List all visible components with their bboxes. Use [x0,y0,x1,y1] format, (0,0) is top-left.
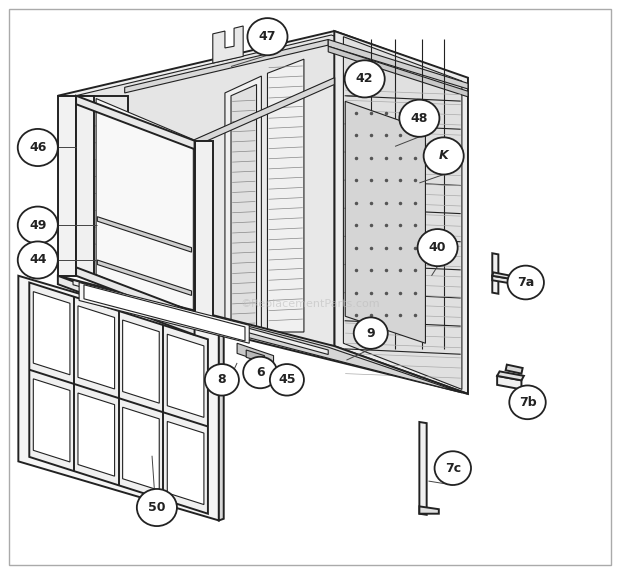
Polygon shape [231,84,257,335]
Polygon shape [67,278,462,393]
Circle shape [243,357,277,388]
Polygon shape [195,79,334,346]
Polygon shape [492,253,498,294]
Text: 40: 40 [429,241,446,254]
Text: ©ReplacementParts.com: ©ReplacementParts.com [240,299,380,309]
Text: 9: 9 [366,327,375,340]
Polygon shape [78,393,115,476]
Circle shape [354,317,388,349]
Polygon shape [73,280,328,355]
Circle shape [270,364,304,395]
Circle shape [417,229,458,266]
Polygon shape [225,76,262,335]
Polygon shape [125,40,328,93]
Polygon shape [58,96,76,276]
Polygon shape [33,379,70,462]
Polygon shape [76,267,195,321]
Polygon shape [64,35,463,145]
Polygon shape [29,282,208,514]
Polygon shape [96,99,193,316]
Circle shape [435,451,471,485]
Text: 8: 8 [218,373,226,386]
Circle shape [509,386,546,419]
Polygon shape [328,46,468,97]
Polygon shape [76,96,94,276]
Polygon shape [76,96,128,276]
Polygon shape [97,260,192,296]
Text: 6: 6 [256,366,265,379]
Polygon shape [492,276,515,284]
Text: 49: 49 [29,219,46,232]
Text: 48: 48 [410,112,428,125]
Polygon shape [497,376,521,389]
Polygon shape [419,506,439,514]
Polygon shape [167,334,204,417]
Polygon shape [213,26,243,63]
Text: 45: 45 [278,373,296,386]
Text: 7a: 7a [517,276,534,289]
Text: 50: 50 [148,501,166,514]
Polygon shape [506,364,523,374]
Polygon shape [97,217,192,252]
Polygon shape [123,320,159,403]
Polygon shape [497,371,524,381]
Polygon shape [195,77,334,146]
Polygon shape [123,407,159,490]
Circle shape [18,129,58,166]
Text: 46: 46 [29,141,46,154]
Polygon shape [78,306,115,389]
Text: 47: 47 [259,30,277,43]
Polygon shape [195,141,213,327]
Polygon shape [492,273,516,280]
Polygon shape [58,31,468,141]
Text: 44: 44 [29,254,46,266]
Polygon shape [76,96,195,149]
Polygon shape [237,343,273,366]
Polygon shape [419,422,427,515]
Polygon shape [167,421,204,505]
Circle shape [205,364,239,395]
Text: 7b: 7b [519,396,536,409]
Polygon shape [84,285,245,341]
Polygon shape [246,350,264,363]
Polygon shape [58,276,195,335]
Circle shape [423,137,464,174]
Text: 7c: 7c [445,461,461,475]
Polygon shape [219,335,224,521]
Polygon shape [345,102,425,343]
Circle shape [18,242,58,278]
Text: K: K [439,149,448,162]
Polygon shape [19,276,219,521]
Polygon shape [79,282,249,343]
Circle shape [507,266,544,300]
Polygon shape [58,276,468,394]
Text: 42: 42 [356,72,373,86]
Polygon shape [267,59,304,332]
Polygon shape [334,31,468,394]
Circle shape [18,207,58,244]
Polygon shape [33,292,70,375]
Circle shape [399,100,440,137]
Polygon shape [328,40,468,89]
Circle shape [137,489,177,526]
Circle shape [345,60,385,98]
Polygon shape [343,37,462,389]
Circle shape [247,18,288,55]
